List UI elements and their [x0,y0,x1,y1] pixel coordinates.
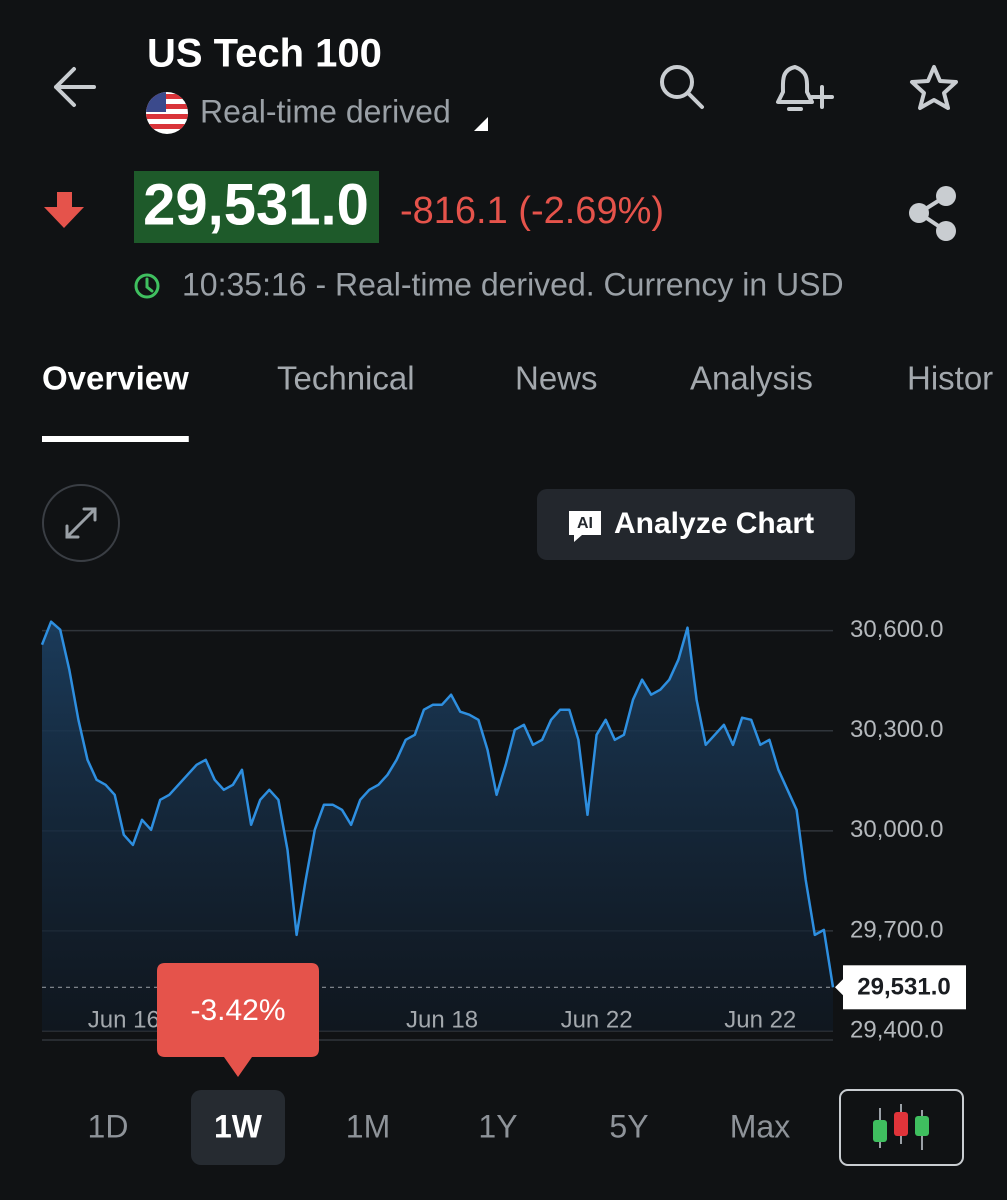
range-option[interactable]: Max [730,1108,790,1144]
expand-button[interactable] [42,484,120,562]
y-tick-label: 30,300.0 [850,716,943,743]
price-change: -816.1 (-2.69%) [400,190,664,232]
timestamp: 10:35:16 - Real-time derived. Currency i… [182,266,844,302]
tab[interactable]: Analysis [690,360,813,397]
back-button[interactable] [54,67,96,107]
chart-type-button[interactable] [839,1089,964,1166]
down-arrow [44,192,84,228]
price-line [40,620,835,988]
flag-icon [146,92,188,134]
last-price-pointer [835,979,843,996]
price: 29,531.0 [143,172,369,237]
analyze-chart-button[interactable]: AI Analyze Chart [537,489,855,560]
tab-underline [42,436,189,442]
clock-icon [134,273,160,299]
price-area [42,621,833,1031]
range-option[interactable]: 1D [88,1108,129,1144]
instrument-title: US Tech 100 [147,32,382,76]
tab-bar: Overview Technical News Analysis Histor [42,360,993,442]
share-button[interactable] [909,186,956,241]
y-tick-label: 30,600.0 [850,616,943,643]
watchlist-star[interactable] [910,65,958,110]
range-change-badge [157,963,319,1077]
price-chart: 29,400.0 29,700.0 30,000.0 30,300.0 30,600.0… [40,616,966,1043]
range-selected-bg [191,1090,285,1165]
last-price-box [843,965,966,1010]
range-option[interactable]: 1M [346,1108,390,1144]
y-tick-label: 29,700.0 [850,916,943,943]
y-tick-label: 30,000.0 [850,816,943,843]
tab[interactable]: Histor [907,360,993,397]
range-selector: 1D 1W 1M 1Y 5Y Max -3.42% [88,963,790,1165]
analyze-chart-label: Analyze Chart [614,507,814,540]
price-highlight [134,171,379,243]
x-tick-label: Jun 16 [88,1006,160,1033]
last-price-label: 29,531.0 [857,974,950,1001]
tab[interactable]: News [515,360,598,397]
alert-button[interactable] [776,65,834,111]
dropdown-indicator [474,117,488,131]
x-tick-label: Jun 18 [406,1006,478,1033]
y-tick-label: 29,400.0 [850,1016,943,1043]
range-change-label: -3.42% [190,994,285,1027]
ai-icon-text: AI [577,515,593,532]
instrument-subtitle[interactable]: Real-time derived [200,93,451,129]
tab[interactable]: Technical [277,360,415,397]
range-option[interactable]: 5Y [609,1108,648,1144]
x-tick-label: Jun 22 [561,1006,633,1033]
tab[interactable]: Overview [42,360,189,397]
x-tick-label: Jun 22 [724,1006,796,1033]
range-option[interactable]: 1Y [478,1108,517,1144]
range-option[interactable]: 1W [214,1108,263,1144]
search-button[interactable] [660,65,704,109]
